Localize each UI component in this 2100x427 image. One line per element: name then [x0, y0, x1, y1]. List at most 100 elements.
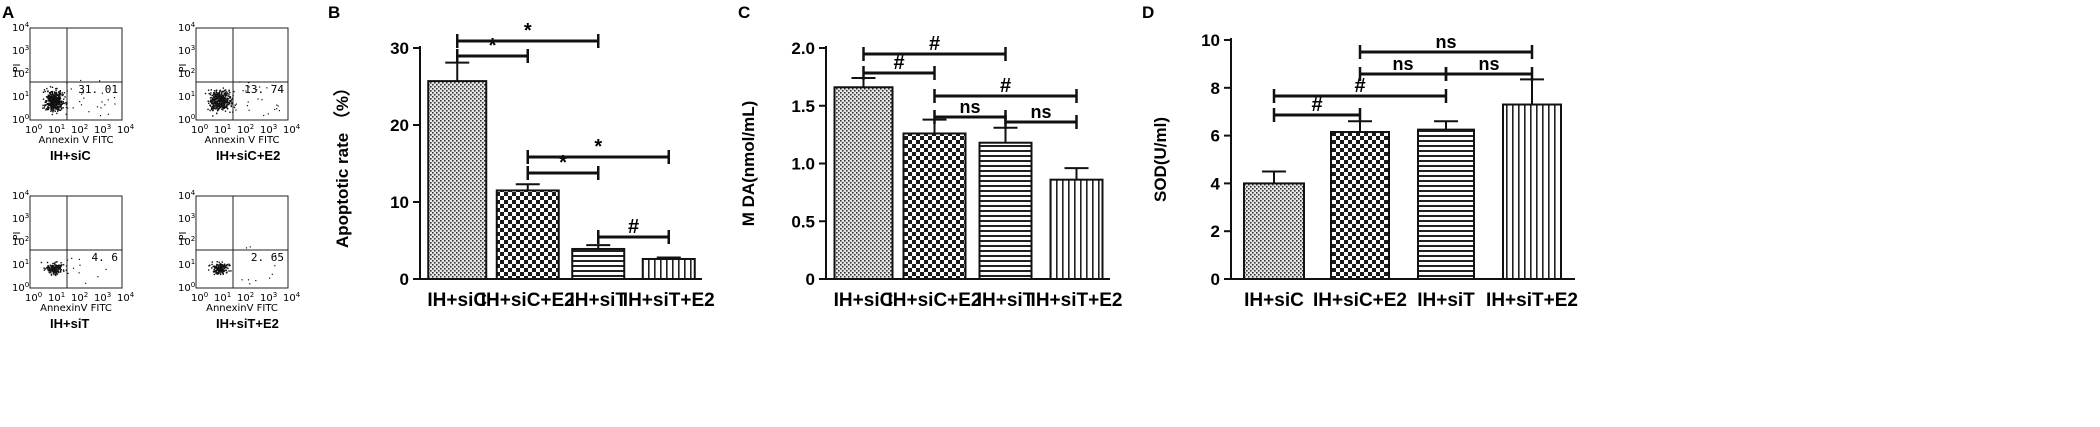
flow-event	[54, 267, 56, 270]
flow-event	[57, 270, 59, 272]
flow-event	[40, 261, 43, 264]
flow-event	[107, 99, 109, 101]
flow-event	[245, 247, 248, 249]
flow-event	[51, 93, 54, 96]
flow-event	[218, 107, 220, 109]
flow-event	[46, 107, 48, 109]
significance-bracket: #	[597, 216, 670, 244]
flow-event	[215, 98, 218, 100]
flow-event	[51, 107, 53, 109]
flow-event	[55, 261, 57, 263]
significance-bracket: #	[862, 33, 1007, 61]
flow-event	[55, 108, 58, 110]
significance-label: *	[489, 35, 497, 57]
flow-event	[217, 273, 220, 275]
flow-event	[45, 99, 48, 102]
flow-event	[42, 104, 44, 107]
flow-event	[45, 101, 47, 103]
flow-event	[216, 272, 218, 274]
bar-ih-sic	[1243, 182, 1305, 280]
flow-event	[79, 264, 81, 266]
flow-xtick-4: 104	[283, 291, 301, 304]
flow-event	[212, 99, 215, 101]
y-tick-label: 0	[1211, 270, 1220, 289]
flow-event	[213, 107, 215, 109]
flow-event	[54, 269, 56, 271]
flow-event	[218, 97, 220, 100]
flow-event	[55, 270, 57, 272]
flow-event	[55, 272, 58, 275]
significance-bracket: #	[1272, 75, 1448, 103]
flow-event	[218, 100, 220, 102]
flow-event	[51, 99, 53, 101]
flow-event	[58, 97, 60, 100]
flow-event	[228, 263, 230, 265]
flow-event	[219, 91, 221, 93]
flow-event	[222, 102, 224, 104]
flow-sample-label: IH+siT	[50, 316, 89, 331]
significance-bracket: #	[1272, 94, 1362, 122]
significance-bracket: ns	[1358, 54, 1448, 81]
panel-c-letter: C	[738, 3, 750, 22]
flow-event	[228, 264, 230, 267]
flow-event	[54, 107, 56, 109]
flow-ylabel: PI	[12, 64, 23, 73]
flow-event	[209, 104, 211, 106]
flow-event	[50, 109, 53, 111]
flow-event	[49, 99, 51, 102]
flow-event	[53, 94, 55, 96]
flow-event	[226, 100, 229, 102]
flow-plot-frame	[195, 27, 289, 121]
flow-event	[211, 97, 214, 100]
x-category-label: IH+siC+E2	[888, 290, 982, 311]
significance-label: #	[1354, 75, 1365, 97]
flow-event	[53, 104, 55, 106]
flow-event	[230, 100, 232, 103]
flow-event	[215, 92, 217, 94]
flow-xtick-2: 102	[237, 123, 254, 136]
flow-event	[52, 268, 54, 270]
flow-event	[57, 106, 59, 109]
flow-event	[212, 94, 214, 97]
flow-event	[217, 104, 220, 106]
y-tick-label: 4	[1211, 174, 1221, 193]
flow-event	[246, 105, 248, 107]
bar-chart-sod: 0 2 4 6 8 10 SOD(U/ml) IH+siC IH+siC+E2 IH+siT IH+…	[1151, 31, 1578, 311]
flow-event	[216, 100, 218, 102]
flow-event	[46, 87, 48, 90]
flow-event	[55, 268, 57, 271]
flow-event	[215, 93, 217, 96]
flow-event	[214, 270, 216, 272]
bar-ih-sit-e2	[1049, 178, 1104, 280]
flow-event	[215, 267, 218, 269]
flow-event	[57, 106, 60, 108]
flow-event	[47, 97, 49, 100]
flow-event	[216, 95, 218, 97]
flow-event	[225, 93, 227, 95]
flow-event	[219, 102, 221, 104]
flow-event	[212, 104, 214, 106]
significance-bracket: #	[933, 75, 1078, 103]
flow-event	[85, 282, 87, 284]
flow-event	[212, 109, 214, 112]
flow-event	[225, 105, 228, 107]
flow-event	[224, 269, 227, 271]
flow-ylabel: PI	[178, 232, 189, 241]
flow-event	[216, 273, 218, 275]
flow-event	[233, 91, 235, 93]
flow-event	[219, 263, 221, 265]
flow-event	[216, 263, 218, 266]
flow-event	[53, 96, 55, 99]
significance-bracket: ns	[1444, 54, 1534, 81]
flow-event	[210, 99, 212, 101]
flow-event	[57, 266, 59, 269]
flow-event	[51, 104, 53, 106]
significance-label: #	[1311, 94, 1322, 116]
flow-event	[220, 105, 222, 108]
flow-event	[226, 98, 228, 100]
flow-event	[55, 87, 57, 90]
flow-xtick-0: 100	[191, 123, 208, 136]
flow-event	[46, 268, 49, 270]
flow-event	[60, 105, 62, 107]
flow-event	[51, 92, 54, 94]
